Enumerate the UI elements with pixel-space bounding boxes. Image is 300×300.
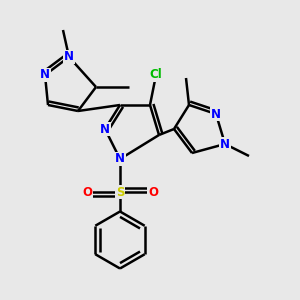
Text: N: N bbox=[64, 50, 74, 64]
Text: N: N bbox=[211, 107, 221, 121]
Text: N: N bbox=[40, 68, 50, 82]
Text: O: O bbox=[148, 185, 158, 199]
Text: O: O bbox=[82, 185, 92, 199]
Text: N: N bbox=[100, 122, 110, 136]
Text: Cl: Cl bbox=[150, 68, 162, 82]
Text: S: S bbox=[116, 185, 124, 199]
Text: N: N bbox=[220, 137, 230, 151]
Text: N: N bbox=[115, 152, 125, 166]
